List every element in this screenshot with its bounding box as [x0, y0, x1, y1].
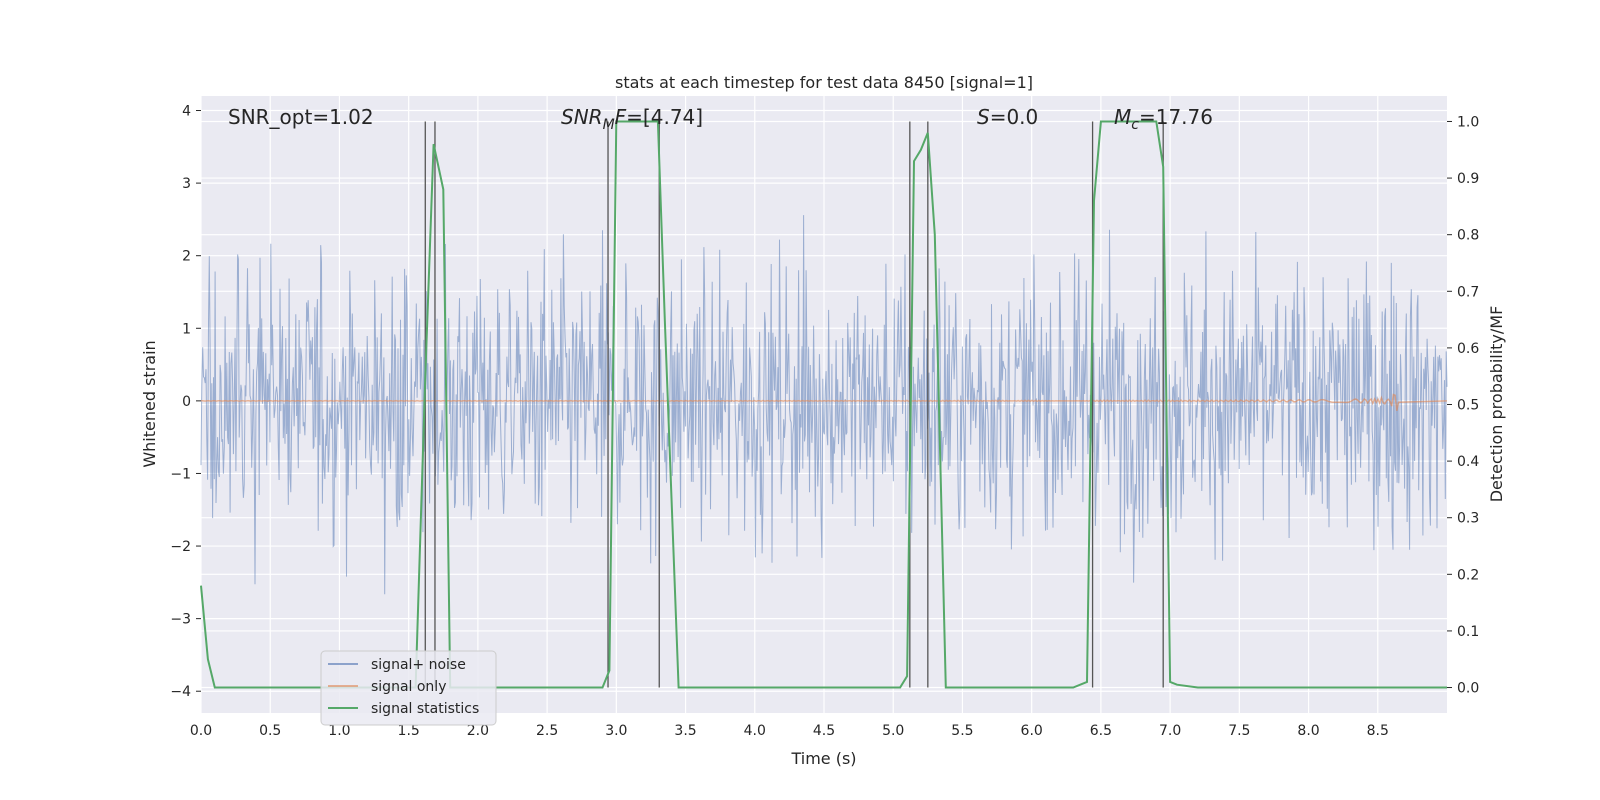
x-tick-4: 2.0 — [467, 723, 489, 739]
signal-only-series — [200, 393, 1448, 411]
y-ticks: −4 −3 −2 −1 0 1 2 3 4 — [170, 104, 201, 700]
x-tick-0: 0.0 — [190, 723, 212, 739]
annotation-s: S=0.0 — [977, 105, 1038, 129]
signal-noise-series — [200, 215, 1448, 595]
x-tick-6: 3.0 — [605, 723, 627, 739]
y-tick-6: 2 — [182, 249, 191, 265]
x-tick-1: 0.5 — [259, 723, 281, 739]
x-tick-3: 1.5 — [398, 723, 420, 739]
y-tick-8: 4 — [182, 104, 191, 120]
x-ticks: 0.0 0.5 1.0 1.5 2.0 2.5 3.0 3.5 4.0 4.5 5.0 5.5 6.0 6… — [190, 723, 1389, 739]
x-tick-15: 7.5 — [1228, 723, 1250, 739]
legend-label-signal: signal only — [371, 679, 446, 695]
y2-tick-4: 0.4 — [1457, 454, 1479, 470]
annotation-mc: Mc=17.76 — [1114, 105, 1213, 133]
y-tick-3: −1 — [170, 466, 191, 482]
y-tick-1: −3 — [170, 612, 191, 628]
y-tick-5: 1 — [182, 321, 191, 337]
grid-lines — [200, 96, 1447, 713]
y2-tick-0: 0.0 — [1457, 681, 1479, 697]
noise-line — [200, 215, 1448, 595]
y2-tick-5: 0.5 — [1457, 398, 1479, 414]
legend-label-stats: signal statistics — [371, 701, 479, 717]
x-tick-16: 8.0 — [1297, 723, 1319, 739]
y-tick-7: 3 — [182, 176, 191, 192]
signal-only-line — [200, 393, 1448, 411]
y2-axis-label: Detection probability/MF — [1487, 306, 1506, 503]
x-tick-8: 4.0 — [744, 723, 766, 739]
legend-box — [320, 650, 497, 726]
x-tick-11: 5.5 — [951, 723, 973, 739]
x-axis-label: Time (s) — [790, 749, 856, 768]
x-tick-10: 5.0 — [882, 723, 904, 739]
signal-statistics-series — [200, 120, 1447, 689]
y2-ticks: 0.0 0.1 0.2 0.3 0.4 0.5 0.6 0.7 0.8 0.9 1.0 — [1447, 114, 1479, 697]
x-tick-5: 2.5 — [536, 723, 558, 739]
y-tick-4: 0 — [182, 394, 191, 410]
y2-tick-7: 0.7 — [1457, 284, 1479, 300]
y2-tick-1: 0.1 — [1457, 624, 1479, 640]
y2-tick-3: 0.3 — [1457, 511, 1479, 527]
legend: signal+ noise signal only signal statist… — [320, 650, 497, 726]
legend-label-noise: signal+ noise — [371, 657, 466, 673]
y2-tick-9: 0.9 — [1457, 171, 1479, 187]
y-axis-label: Whitened strain — [140, 340, 159, 467]
x-tick-17: 8.5 — [1367, 723, 1389, 739]
x-tick-12: 6.0 — [1021, 723, 1043, 739]
y-tick-0: −4 — [170, 684, 191, 700]
y2-tick-10: 1.0 — [1457, 114, 1479, 130]
y2-tick-8: 0.8 — [1457, 228, 1479, 244]
x-tick-7: 3.5 — [674, 723, 696, 739]
statistics-line — [200, 120, 1447, 689]
y-tick-2: −2 — [170, 539, 191, 555]
annotation-snr-opt: SNR_opt=1.02 — [228, 105, 374, 129]
x-tick-13: 6.5 — [1090, 723, 1112, 739]
x-tick-9: 4.5 — [813, 723, 835, 739]
x-tick-2: 1.0 — [328, 723, 350, 739]
y2-tick-2: 0.2 — [1457, 567, 1479, 583]
annotation-snr-mf: SNRMF=[4.74] — [561, 105, 703, 133]
y2-tick-6: 0.6 — [1457, 341, 1479, 357]
x-tick-14: 7.0 — [1159, 723, 1181, 739]
chart-title: stats at each timestep for test data 845… — [615, 73, 1033, 92]
